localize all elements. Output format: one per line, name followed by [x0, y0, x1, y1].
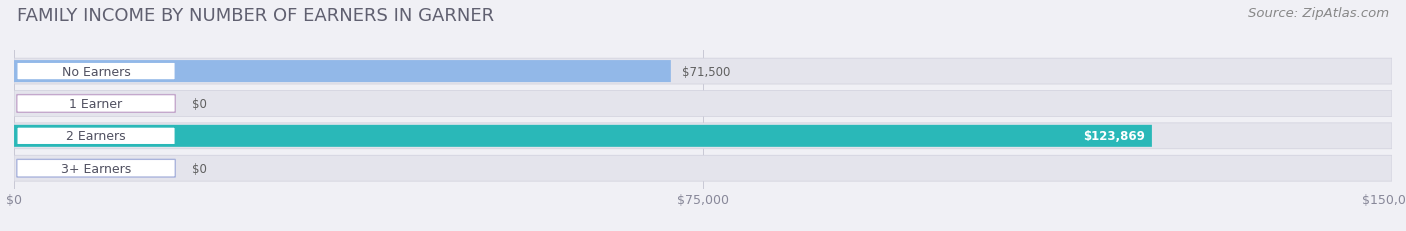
Text: No Earners: No Earners [62, 65, 131, 78]
FancyBboxPatch shape [17, 160, 176, 177]
FancyBboxPatch shape [14, 155, 1392, 181]
FancyBboxPatch shape [14, 91, 1392, 117]
Text: $123,869: $123,869 [1083, 130, 1144, 143]
FancyBboxPatch shape [17, 95, 176, 113]
Text: $71,500: $71,500 [682, 65, 730, 78]
Text: Source: ZipAtlas.com: Source: ZipAtlas.com [1249, 7, 1389, 20]
FancyBboxPatch shape [17, 128, 176, 145]
FancyBboxPatch shape [14, 59, 1392, 85]
Text: 2 Earners: 2 Earners [66, 130, 127, 143]
Text: $0: $0 [191, 162, 207, 175]
Text: 1 Earner: 1 Earner [69, 97, 122, 110]
Text: $0: $0 [191, 97, 207, 110]
Text: FAMILY INCOME BY NUMBER OF EARNERS IN GARNER: FAMILY INCOME BY NUMBER OF EARNERS IN GA… [17, 7, 494, 25]
FancyBboxPatch shape [14, 123, 1392, 149]
FancyBboxPatch shape [14, 61, 671, 83]
Text: 3+ Earners: 3+ Earners [60, 162, 131, 175]
FancyBboxPatch shape [17, 63, 176, 81]
FancyBboxPatch shape [14, 125, 1152, 147]
